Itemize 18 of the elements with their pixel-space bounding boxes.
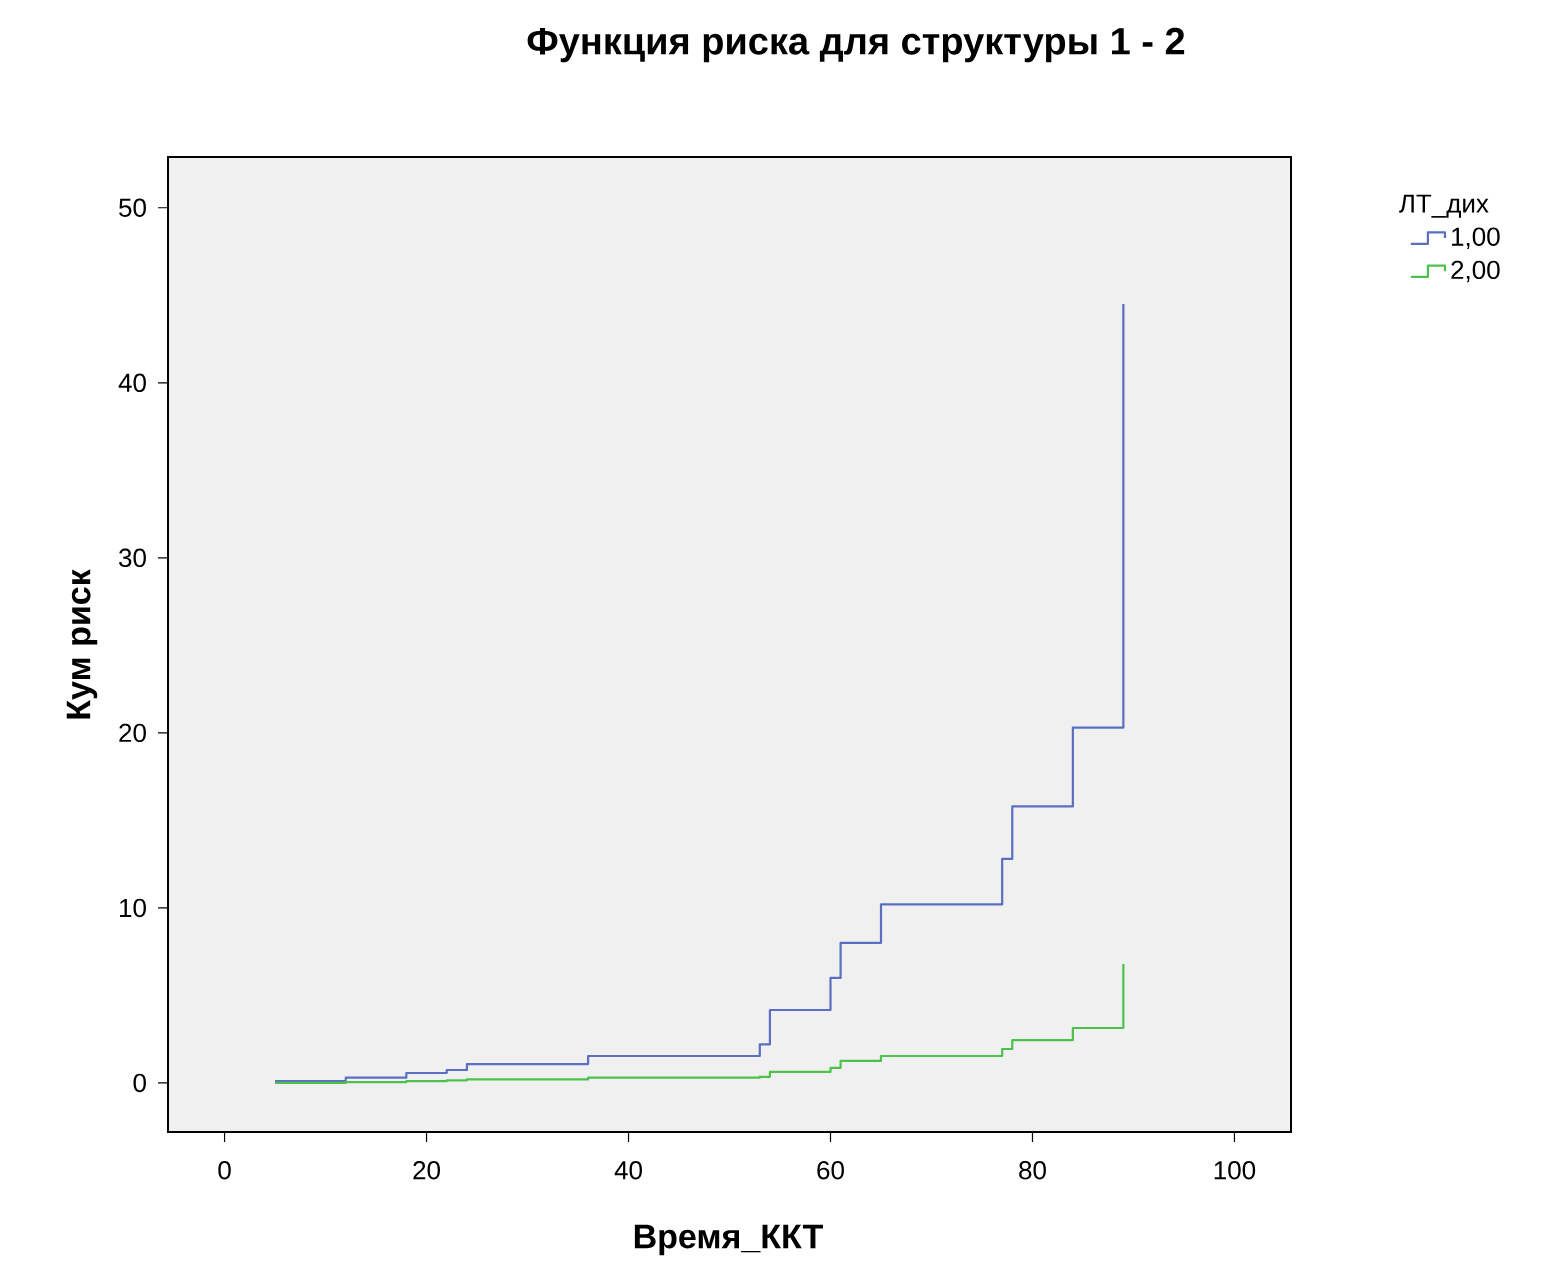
y-axis-title: Кум риск xyxy=(66,569,98,719)
chart-title: Функция риска для структуры 1 - 2 xyxy=(527,27,1185,63)
y-tick-label: 10 xyxy=(120,898,146,918)
x-tick-label: 80 xyxy=(1019,1161,1046,1180)
y-tick-label: 50 xyxy=(119,198,146,217)
legend-title: ЛТ_дих xyxy=(1399,194,1489,218)
x-tick-label: 60 xyxy=(817,1161,844,1180)
legend-label: 1,00 xyxy=(1452,227,1500,249)
x-tick-label: 0 xyxy=(218,1161,231,1180)
x-tick-label: 40 xyxy=(614,1161,642,1180)
x-tick-label: 100 xyxy=(1214,1161,1256,1180)
legend-label: 2,00 xyxy=(1451,260,1500,283)
x-tick-label: 20 xyxy=(413,1161,440,1180)
y-tick-label: 20 xyxy=(119,723,146,743)
y-tick-label: 30 xyxy=(119,548,146,568)
x-axis-title: Время_ККТ xyxy=(634,1224,823,1256)
y-tick-label: 0 xyxy=(133,1073,146,1093)
y-tick-label: 40 xyxy=(118,373,146,392)
